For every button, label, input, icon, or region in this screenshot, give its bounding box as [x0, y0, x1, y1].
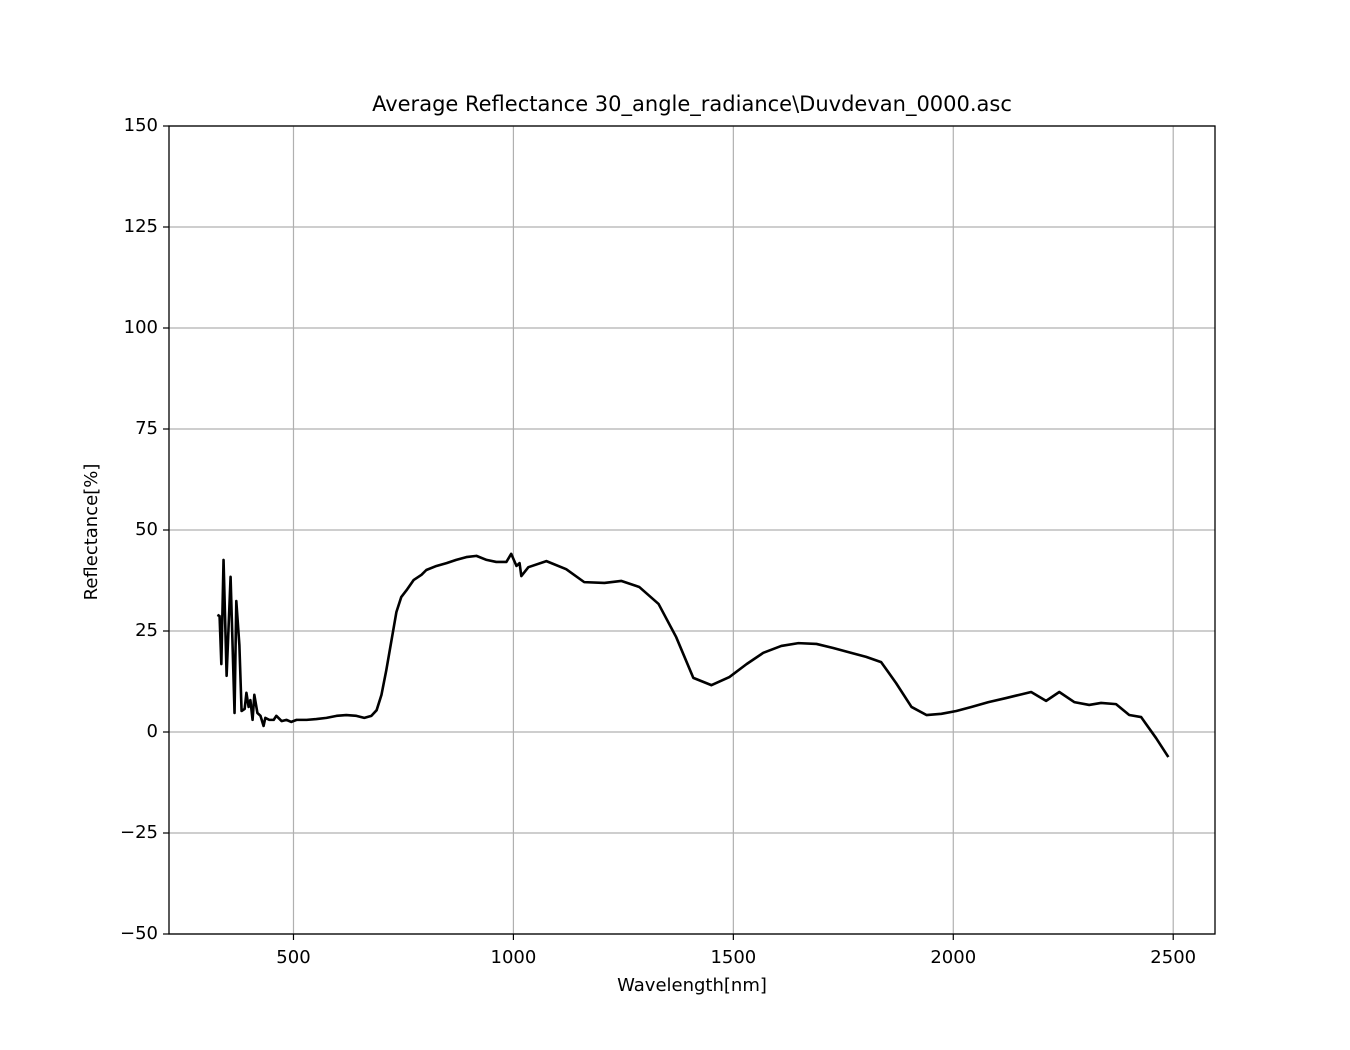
y-tick-label: 75: [135, 418, 158, 439]
y-tick-label: 150: [124, 115, 158, 136]
x-tick-label: 2500: [1150, 947, 1196, 968]
plot-frame: [168, 125, 1216, 935]
y-axis-label: Reflectance[%]: [81, 464, 102, 601]
x-tick-label: 1500: [710, 947, 756, 968]
chart-title: Average Reflectance 30_angle_radiance\Du…: [372, 92, 1012, 117]
y-tick-label: 50: [135, 519, 158, 540]
y-tick-label: 100: [124, 317, 158, 338]
y-tick-label: 125: [124, 216, 158, 237]
y-tick-label: 0: [147, 721, 158, 742]
y-tick-label: −50: [120, 923, 158, 944]
y-tick-label: 25: [135, 620, 158, 641]
data-line: [216, 552, 1170, 758]
x-tick-label: 1000: [491, 947, 537, 968]
x-tick-label: 2000: [930, 947, 976, 968]
x-axis-label: Wavelength[nm]: [617, 975, 767, 996]
x-tick-label: 500: [276, 947, 310, 968]
y-tick-label: −25: [120, 822, 158, 843]
